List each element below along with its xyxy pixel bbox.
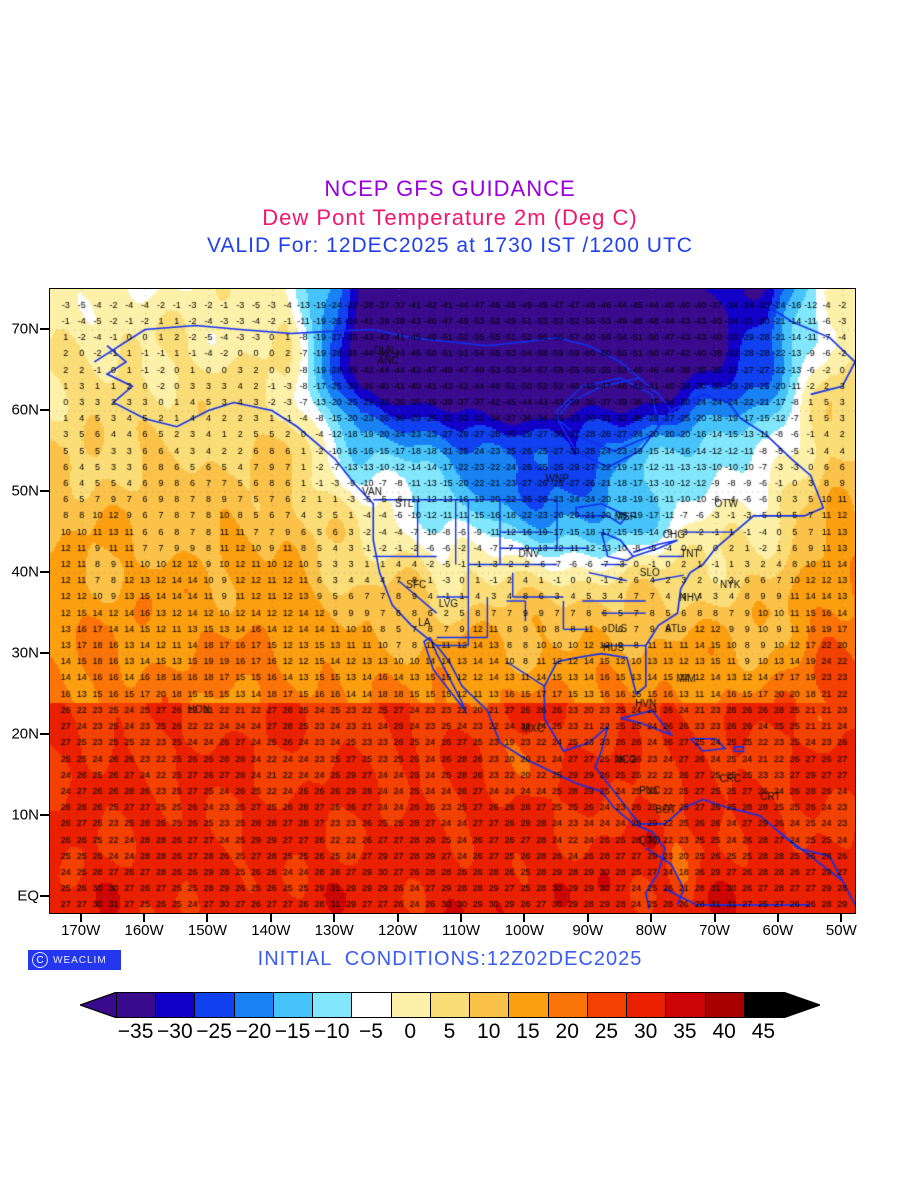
lon-tick-mark — [586, 914, 589, 922]
colorbar-cell — [116, 992, 156, 1018]
lon-tick-70W: 70W — [699, 922, 730, 939]
lat-tick-mark — [40, 408, 49, 411]
lon-tick-mark — [650, 914, 653, 922]
initial-conditions-label: INITIAL CONDITIONS:12Z02DEC2025 — [257, 948, 643, 970]
weaclim-logo: C WEACLIM — [28, 950, 121, 970]
colorbar-cell — [469, 992, 509, 1018]
colorbar-cell — [155, 992, 195, 1018]
colorbar-tick-35: 35 — [673, 1020, 697, 1043]
colorbar-cell — [429, 992, 470, 1018]
lat-tick-50N: 50N — [11, 482, 39, 500]
lat-tick-mark — [40, 570, 49, 573]
lat-tick-70N: 70N — [11, 320, 39, 338]
colorbar-tick-10: 10 — [477, 1020, 501, 1043]
lat-tick-40N: 40N — [11, 563, 39, 581]
logo-label: WEACLIM — [53, 954, 107, 966]
colorbar-tick-30: 30 — [633, 1020, 658, 1043]
colorbar-tick--20: −20 — [235, 1020, 272, 1043]
lon-tick-mark — [269, 914, 272, 922]
lon-tick-120W: 120W — [378, 922, 418, 939]
colorbar-over-arrow — [783, 992, 820, 1018]
colorbar-tick--10: −10 — [313, 1020, 350, 1043]
lon-tick-mark — [79, 914, 82, 922]
page-title: NCEP GFS GUIDANCE — [324, 176, 576, 201]
lon-tick-140W: 140W — [251, 922, 291, 939]
map-plot-area[interactable] — [49, 288, 856, 914]
lat-tick-mark — [40, 489, 49, 492]
colorbar-tick--35: −35 — [117, 1020, 154, 1043]
colorbar-tick--30: −30 — [157, 1020, 193, 1043]
lon-tick-60W: 60W — [762, 922, 794, 939]
lon-tick-mark — [523, 914, 526, 922]
lat-tick-mark — [40, 327, 49, 330]
colorbar-cell — [390, 992, 430, 1018]
lon-tick-150W: 150W — [187, 922, 228, 939]
lat-tick-EQ: EQ — [17, 887, 39, 905]
colorbar-tick-25: 25 — [594, 1020, 619, 1043]
colorbar-cell — [233, 992, 273, 1018]
lon-tick-mark — [333, 914, 336, 922]
lat-tick-60N: 60N — [11, 401, 39, 419]
colorbar-cell — [547, 992, 587, 1018]
chart-subtitle: Dew Pont Temperature 2m (Deg C) — [262, 205, 638, 230]
colorbar-cell — [508, 992, 548, 1018]
lat-tick-10N: 10N — [11, 806, 39, 824]
lon-tick-mark — [713, 914, 716, 922]
colorbar-tick-15: 15 — [516, 1020, 540, 1043]
lon-tick-mark — [206, 914, 209, 922]
colorbar-tick--15: −15 — [274, 1020, 311, 1043]
chart-title-block: NCEP GFS GUIDANCE Dew Pont Temperature 2… — [0, 176, 900, 258]
colorbar-tick-45: 45 — [751, 1020, 776, 1043]
longitude-axis: 170W 160W 150W 140W 130W 120W 110W 100W 90W 80W 70… — [49, 914, 857, 946]
lat-tick-20N: 20N — [11, 725, 39, 743]
lat-tick-mark — [40, 813, 49, 816]
colorbar-cell — [312, 992, 352, 1018]
colorbar-cells — [116, 992, 783, 1018]
colorbar-cell — [743, 992, 783, 1018]
lat-tick-30N: 30N — [11, 644, 39, 662]
lon-tick-110W: 110W — [441, 922, 481, 939]
lon-tick-50W: 50W — [825, 922, 857, 939]
colorbar: −35 −30 −25 −20 −15 −10 −5 0 5 10 15 20 25 30 35 40 45 — [0, 992, 900, 1050]
colorbar-tick-20: 20 — [555, 1020, 579, 1043]
lon-tick-mark — [396, 914, 399, 922]
colorbar-tick-40: 40 — [712, 1020, 736, 1043]
lat-tick-mark — [40, 732, 49, 735]
colorbar-cell — [626, 992, 666, 1018]
dewpoint-heatmap-canvas — [50, 289, 855, 913]
lon-tick-mark — [143, 914, 146, 922]
lon-tick-mark — [460, 914, 462, 922]
colorbar-tick-labels: −35 −30 −25 −20 −15 −10 −5 0 5 10 15 20 25 30 35 40 45 — [0, 1020, 900, 1046]
lon-tick-90W: 90W — [572, 922, 604, 939]
colorbar-cell — [586, 992, 627, 1018]
lon-tick-80W: 80W — [635, 922, 667, 939]
colorbar-tick-5: 5 — [443, 1020, 456, 1043]
lon-tick-160W: 160W — [124, 922, 164, 939]
lon-tick-130W: 130W — [314, 922, 354, 939]
colorbar-cell — [704, 992, 744, 1018]
colorbar-tick--25: −25 — [196, 1020, 232, 1043]
colorbar-cell — [272, 992, 313, 1018]
colorbar-cell — [194, 992, 234, 1018]
valid-time-label: VALID For: 12DEC2025 at 1730 IST /1200 U… — [207, 234, 693, 257]
copyright-icon: C — [32, 952, 48, 968]
lat-tick-mark — [40, 651, 49, 654]
lat-tick-mark — [40, 894, 49, 897]
colorbar-tick--5: −5 — [359, 1020, 383, 1043]
colorbar-tick-0: 0 — [404, 1020, 417, 1043]
colorbar-cell — [351, 992, 391, 1018]
colorbar-cell — [665, 992, 705, 1018]
latitude-axis: 70N 60N 50N 40N 30N 20N 10N EQ — [0, 288, 49, 914]
colorbar-under-arrow — [80, 992, 117, 1018]
lon-tick-170W: 170W — [61, 922, 101, 939]
lon-tick-mark — [776, 914, 779, 922]
lon-tick-100W: 100W — [504, 922, 544, 939]
lon-tick-mark — [840, 914, 843, 922]
